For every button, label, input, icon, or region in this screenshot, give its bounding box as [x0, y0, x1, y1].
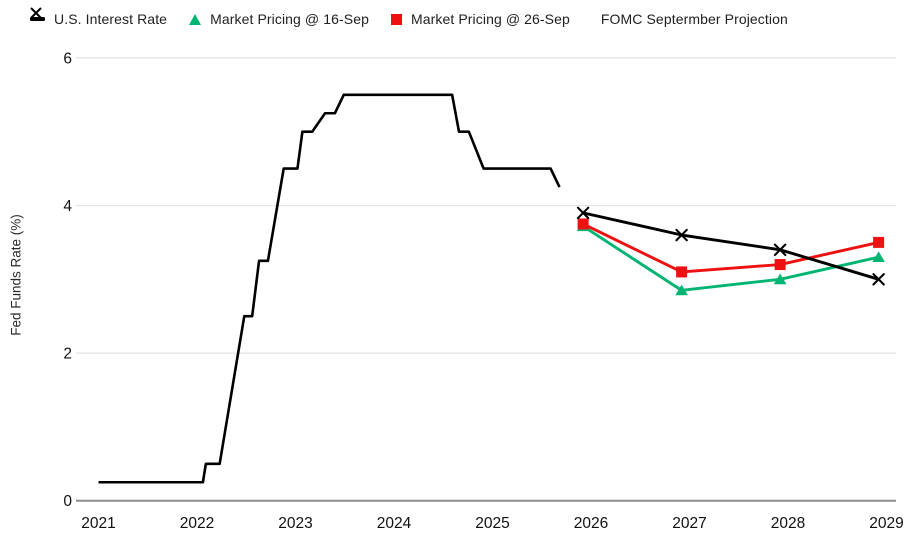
dash-icon: [30, 17, 45, 21]
square-icon: [390, 13, 402, 25]
x-tick-label: 2025: [475, 515, 509, 532]
triangle-marker: [675, 284, 688, 296]
y-tick-label: 0: [63, 493, 72, 510]
legend-item-fomc-projection[interactable]: FOMC Septermber Projection: [30, 7, 788, 27]
x-tick-label: 2028: [771, 515, 805, 532]
square-marker: [577, 218, 589, 230]
x-tick-label: 2022: [180, 515, 214, 532]
legend-label: Market Pricing @ 26-Sep: [410, 11, 570, 27]
x-marker: [675, 228, 688, 242]
x-tick-label: 2023: [278, 515, 312, 532]
triangle-marker: [872, 251, 885, 263]
triangle-icon: [189, 13, 202, 25]
legend-item-market-pricing-26-sep[interactable]: Market Pricing @ 26-Sep: [390, 11, 570, 27]
legend-item-market-pricing-16-sep[interactable]: Market Pricing @ 16-Sep: [189, 11, 369, 27]
x-tick-label: 2029: [869, 515, 903, 532]
x-marker: [576, 206, 590, 220]
series-line-market-pricing-16-sep: [582, 224, 879, 292]
series-line-fomc-septermber-projection: [582, 211, 880, 281]
x-tick-label: 2027: [672, 515, 706, 532]
legend-label: U.S. Interest Rate: [54, 11, 168, 27]
y-tick-label: 6: [63, 50, 72, 67]
square-marker: [774, 259, 786, 271]
square-marker: [676, 266, 688, 278]
series-line-u-s-interest-rate: [98, 93, 561, 484]
x-tick-label: 2026: [574, 515, 608, 532]
legend-label: FOMC Septermber Projection: [600, 11, 788, 27]
x-marker: [773, 243, 787, 257]
y-tick-label: 4: [63, 198, 72, 215]
legend: U.S. Interest Rate Market Pricing @ 16-S…: [30, 7, 788, 31]
legend-item-us-interest-rate[interactable]: U.S. Interest Rate: [30, 11, 167, 27]
square-marker: [873, 236, 885, 248]
x-tick-label: 2021: [81, 515, 115, 532]
legend-label: Market Pricing @ 16-Sep: [210, 11, 369, 27]
y-tick-label: 2: [63, 346, 72, 363]
series-line-market-pricing-26-sep: [582, 222, 879, 274]
triangle-marker: [773, 273, 787, 285]
x-tick-label: 2024: [377, 515, 412, 532]
x-marker: [872, 273, 885, 286]
